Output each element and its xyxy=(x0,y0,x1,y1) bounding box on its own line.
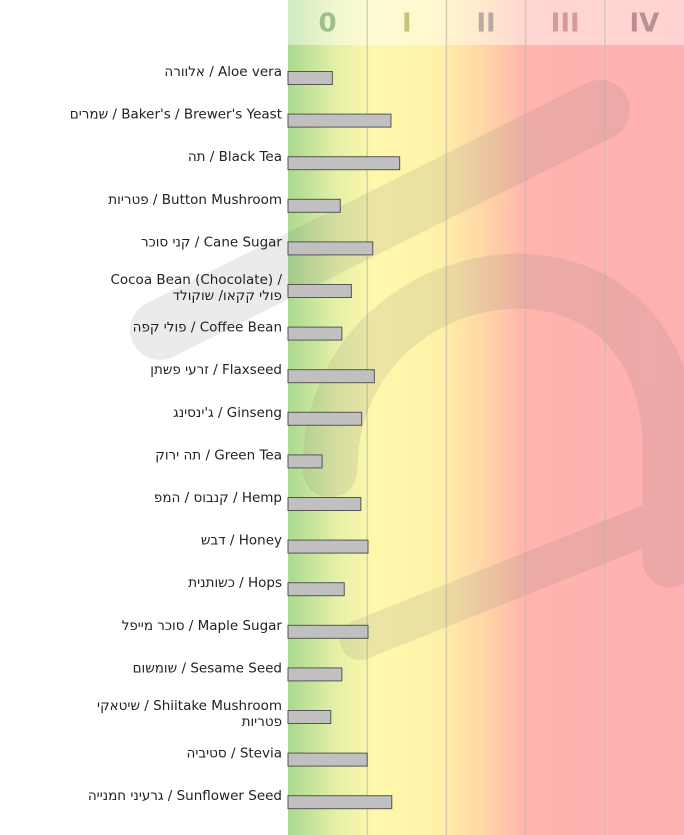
grid xyxy=(366,0,606,835)
category-label: פטריות / Button Mushroom xyxy=(108,192,282,208)
bar xyxy=(287,326,343,341)
header-band xyxy=(288,0,684,45)
category-label: דבש / Honey xyxy=(201,533,282,549)
category-label: קני סוכר / Cane Sugar xyxy=(141,234,282,250)
bar xyxy=(287,497,362,511)
bar xyxy=(287,795,393,810)
bar xyxy=(287,667,343,682)
bar xyxy=(287,539,369,554)
category-label: גרעיני חמנייה / Sunflower Seed xyxy=(88,788,282,804)
category-label: תה / Black Tea xyxy=(188,149,282,165)
watermark xyxy=(130,80,684,660)
level-label: II xyxy=(476,9,495,39)
bar xyxy=(287,411,363,426)
category-label: פולי קפה / Coffee Bean xyxy=(133,320,282,336)
category-label: סטיביה / Stevia xyxy=(187,746,283,762)
category-label: שמרים / Baker's / Brewer's Yeast xyxy=(70,107,282,123)
bar xyxy=(287,624,369,639)
bar xyxy=(287,156,401,171)
category-label: ג'ינסינג / Ginseng xyxy=(173,405,282,421)
category-label: שיטאקי / Shiitake Mushroom xyxy=(97,698,282,714)
category-label: תה ירוק / Green Tea xyxy=(155,447,282,463)
bar xyxy=(287,454,323,469)
category-label: זרעי פשתן / Flaxseed xyxy=(150,362,282,378)
level-label: I xyxy=(402,9,412,39)
category-label: פטריות xyxy=(242,714,282,730)
category-label: כשותנית / Hops xyxy=(188,575,282,591)
bar xyxy=(287,284,352,298)
category-label: אלוורה / Aloe vera xyxy=(164,64,282,80)
bar xyxy=(287,71,333,85)
bar xyxy=(287,710,332,724)
category-label: סוכר מייפל / Maple Sugar xyxy=(122,618,283,634)
category-label: Cocoa Bean (Chocolate) / xyxy=(110,272,282,288)
bar xyxy=(287,241,374,256)
bar xyxy=(287,369,375,384)
category-label: שומשום / Sesame Seed xyxy=(133,660,282,676)
level-label: 0 xyxy=(319,9,337,39)
bar xyxy=(287,582,345,597)
category-label: קנבוס / המפ / Hemp xyxy=(154,490,282,506)
level-label: IV xyxy=(630,9,660,39)
bar xyxy=(287,752,368,767)
bar xyxy=(287,113,392,128)
bar xyxy=(287,198,341,213)
level-label: III xyxy=(551,9,580,39)
category-label: פולי קקאו/ שוקולד xyxy=(173,288,282,304)
